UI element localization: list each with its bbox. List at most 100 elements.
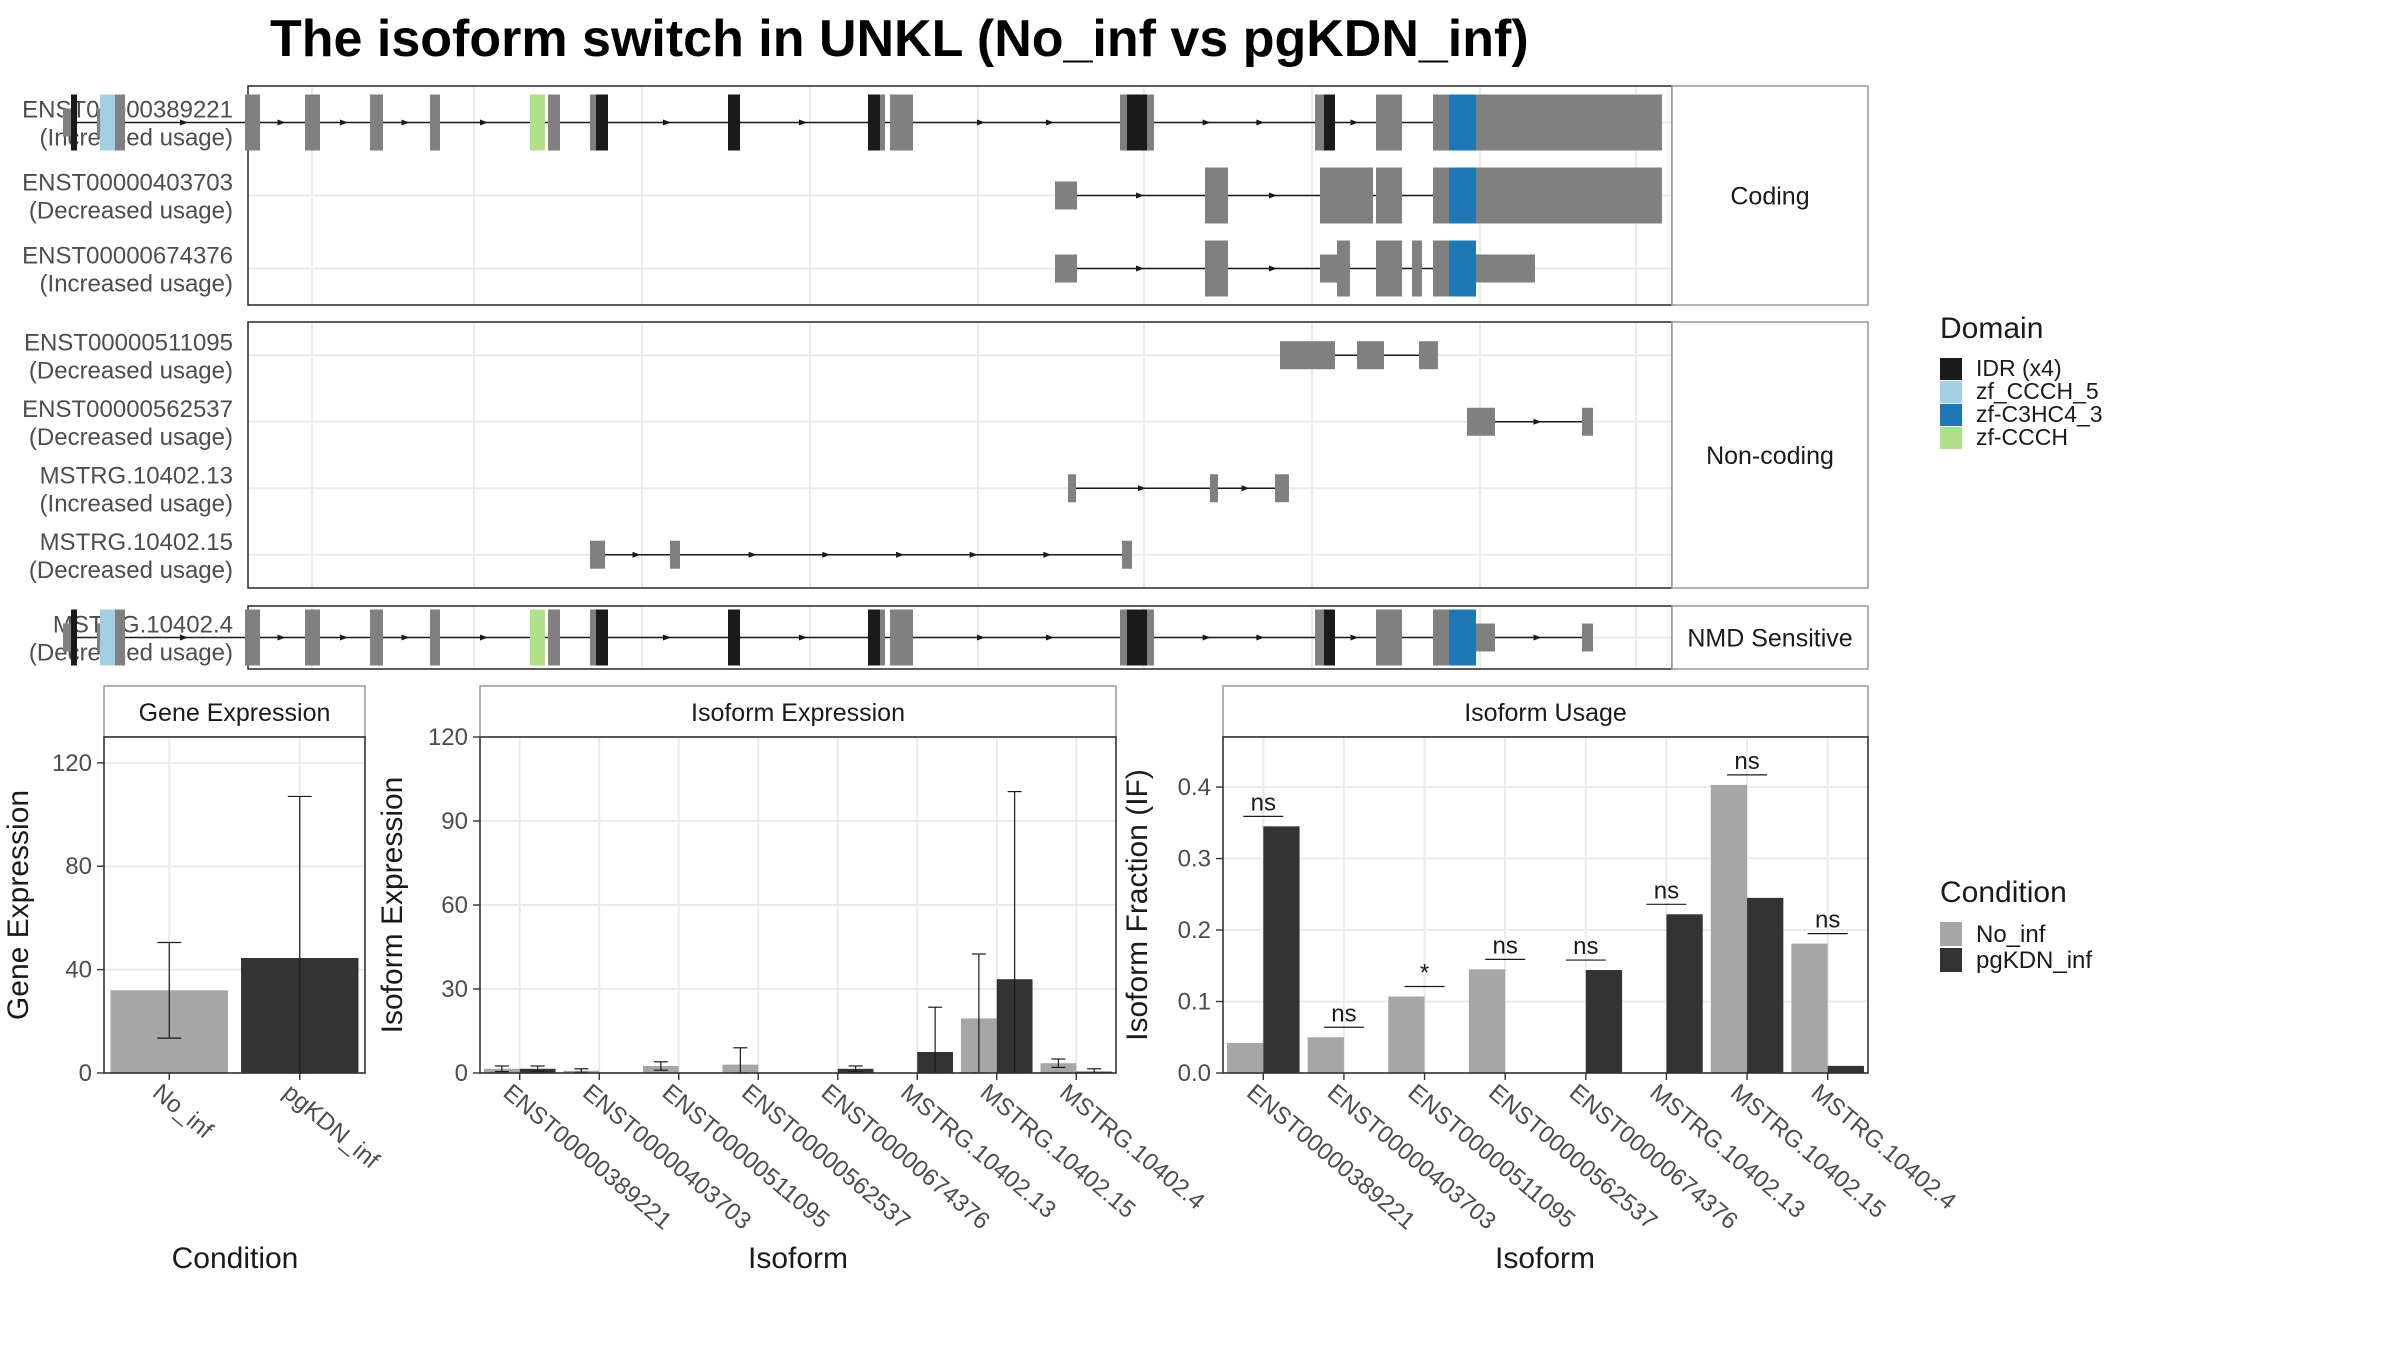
exon-block [1476,623,1495,652]
panel-strip-label: Non-coding [1706,442,1834,470]
exon-block [1120,94,1127,151]
panel-strip [1671,85,1869,306]
direction-arrow [180,634,188,641]
transcript-usage-label: (Decreased usage) [29,557,233,584]
chart-border [1222,736,1869,1074]
exon-block [902,609,913,666]
transcript-usage-label: (Decreased usage) [29,198,233,225]
bar [1827,1065,1864,1073]
exon-block [890,609,902,666]
y-axis-label: Isoform Fraction (IF) [1121,769,1154,1041]
direction-arrow [1269,265,1277,272]
chart-title: Isoform Expression [691,699,905,727]
domain-block [71,94,77,151]
exon-block [1582,407,1593,436]
exon-block [1362,167,1373,224]
chart-gene-expression: Gene Expression 0 40 80 120 Gene Expression No… [2,685,384,1275]
exon-block [1476,167,1662,224]
y-tick-label: 90 [441,808,468,835]
y-tick-label: 0.2 [1178,917,1211,944]
domain-legend-label: zf-C3HC4_3 [1976,401,2103,427]
y-tick-label: 60 [441,892,468,919]
transcript-id-label: ENST00000511095 [24,329,233,356]
condition-legend-swatch [1940,948,1962,972]
domain-block [71,609,77,666]
direction-arrow [799,119,807,126]
domain-block [1449,609,1476,666]
domain-block [728,94,740,151]
transcript-usage-label: (Increased usage) [40,490,233,517]
significance-label: * [1420,960,1429,987]
exon-block [1320,167,1362,224]
direction-arrow [1256,119,1265,126]
transcript-row: MSTRG.10402.4(Decreased usage) [29,609,1593,667]
exon-block [548,94,560,151]
domain-block [1324,94,1335,151]
exon-block [590,540,605,569]
y-tick-label: 0 [79,1060,92,1087]
y-tick-label: 80 [65,853,92,880]
exon-block [548,609,560,666]
direction-arrow [663,634,671,641]
direction-arrow [401,634,410,641]
bar [1263,826,1300,1073]
domain-legend-swatch [1940,427,1962,449]
significance-label: ns [1734,748,1759,775]
transcript-row: MSTRG.10402.15(Decreased usage) [29,529,1132,584]
exon-block [1205,240,1228,297]
domain-block [1127,609,1147,666]
bar [1710,784,1748,1073]
exon-block [1205,167,1228,224]
transcript-id-label: ENST00000674376 [22,243,233,270]
direction-arrow [977,119,985,126]
exon-block [1376,240,1402,297]
exon-block [1147,94,1154,151]
direction-arrow [1043,551,1052,558]
exon-block [1147,609,1154,666]
direction-arrow [1136,265,1144,272]
exon-block [1055,181,1077,210]
transcript-id-label: ENST00000562537 [22,396,233,423]
direction-arrow [180,119,188,126]
transcript-row: MSTRG.10402.13(Increased usage) [40,462,1289,517]
domain-block [530,609,545,666]
domain-block [1449,240,1476,297]
significance-label: ns [1654,877,1679,904]
exon-block [590,609,596,666]
y-tick-label: 120 [52,750,92,777]
domain-block [1449,94,1476,151]
exon-block [1476,94,1662,151]
exon-block [1337,240,1350,297]
direction-arrow [977,634,985,641]
direction-arrow [401,119,410,126]
transcript-row: ENST00000389221(Increased usage) [22,94,1662,152]
domain-legend-title: Domain [1940,312,2043,345]
chart-isoform-usage: Isoform Usage ns ns * ns ns ns ns ns 0.0 0.1 0.2 0.3… [1121,685,1961,1275]
domain-block [530,94,545,151]
bar [1791,943,1828,1073]
exon-block [1433,94,1449,151]
exon-block [1467,407,1495,436]
bar [1040,1063,1077,1073]
exon-block [1476,254,1535,283]
panel-background [248,322,1672,588]
y-tick-label: 0.4 [1178,774,1211,801]
exon-block [1412,240,1422,297]
domain-block [1324,609,1335,666]
exon-block [1433,609,1449,666]
direction-arrow [1046,119,1054,126]
exon-block [1582,623,1593,652]
direction-arrow [340,634,348,641]
direction-arrow [1269,192,1277,199]
panel-strip-label: NMD Sensitive [1687,625,1852,653]
exon-block [305,94,320,151]
y-tick-label: 30 [441,976,468,1003]
transcript-id-label: MSTRG.10402.15 [40,529,233,556]
significance-label: ns [1251,789,1276,816]
domain-block [596,609,608,666]
domain-legend-label: zf_CCCH_5 [1976,378,2099,404]
direction-arrow [822,551,831,558]
exon-block [97,108,100,137]
transcript-id-label: ENST00000389221 [22,97,233,124]
